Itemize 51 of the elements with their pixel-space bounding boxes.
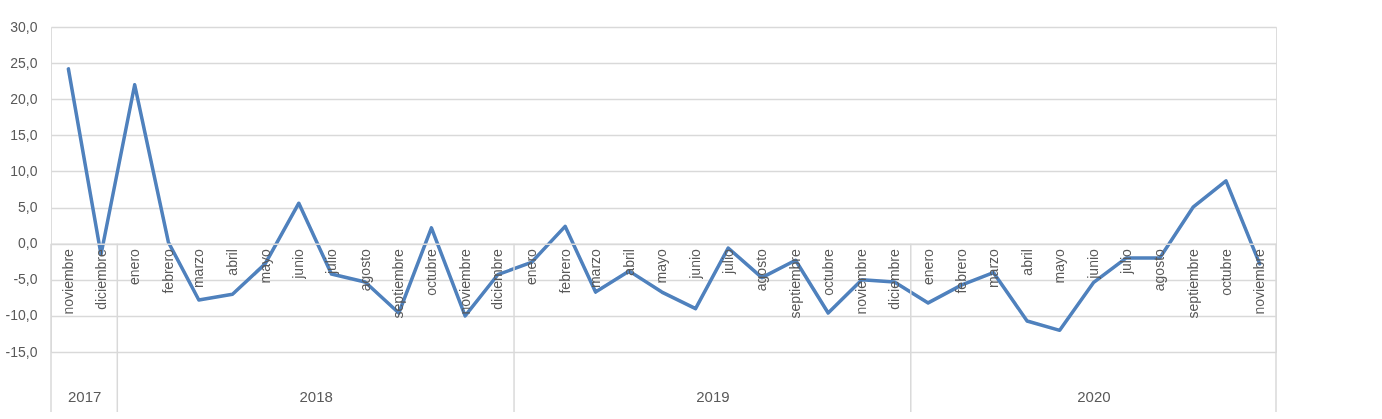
y-tick-label: -5,0 xyxy=(13,271,38,288)
y-tick-label: 25,0 xyxy=(10,54,38,71)
x-tick-label: abril xyxy=(224,249,241,276)
x-tick-label: noviembre xyxy=(456,248,473,315)
x-tick-label: marzo xyxy=(984,248,1001,289)
y-tick-label: 0,0 xyxy=(18,235,38,252)
x-tick-label: marzo xyxy=(587,248,604,289)
y-tick-label: -10,0 xyxy=(5,307,38,324)
x-tick-label: diciembre xyxy=(489,248,506,310)
y-tick-label: 5,0 xyxy=(18,199,38,216)
x-tick-label: abril xyxy=(620,249,637,276)
x-tick-label: noviembre xyxy=(853,248,870,315)
x-tick-label: julio xyxy=(1117,248,1134,276)
text: 2020 xyxy=(1077,388,1111,405)
x-tick-label: junio xyxy=(1084,248,1101,280)
x-tick-label: enero xyxy=(522,248,539,285)
x-tick-label: septiembre xyxy=(787,248,804,319)
y-tick-label: -15,0 xyxy=(5,343,38,360)
y-tick-label: 10,0 xyxy=(10,162,38,179)
text: 2019 xyxy=(696,388,730,405)
y-tick-label: 20,0 xyxy=(10,90,38,107)
x-tick-label: diciembre xyxy=(92,248,109,310)
x-tick-label: octubre xyxy=(1217,248,1234,296)
text: 2017 xyxy=(68,388,102,405)
text: 2018 xyxy=(299,388,333,405)
y-tick-label: 15,0 xyxy=(10,126,38,143)
x-tick-label: abril xyxy=(1018,249,1035,276)
x-tick-label: enero xyxy=(919,248,936,285)
x-tick-label: noviembre xyxy=(59,248,76,315)
x-tick-label: febrero xyxy=(953,248,970,294)
x-tick-label: enero xyxy=(126,248,143,285)
x-tick-label: julio xyxy=(322,248,339,276)
x-tick-label: octubre xyxy=(422,248,439,296)
x-tick-label: octubre xyxy=(819,248,836,296)
x-tick-label: mayo xyxy=(256,248,273,284)
x-tick-label: mayo xyxy=(653,248,670,284)
x-tick-label: septiembre xyxy=(1184,248,1201,319)
x-tick-label: junio xyxy=(687,248,704,280)
x-tick-label: agosto xyxy=(356,248,373,292)
x-tick-label: julio xyxy=(719,248,736,276)
x-tick-label: mayo xyxy=(1051,248,1068,284)
x-tick-label: septiembre xyxy=(390,248,407,319)
x-tick-label: diciembre xyxy=(885,248,902,310)
x-tick-label: agosto xyxy=(1151,248,1168,292)
x-tick-label: noviembre xyxy=(1251,248,1268,315)
y-tick-label: 30,0 xyxy=(10,18,38,35)
x-tick-label: junio xyxy=(290,248,307,280)
x-tick-label: marzo xyxy=(190,248,207,289)
x-tick-label: agosto xyxy=(753,248,770,292)
x-tick-label: febrero xyxy=(159,248,176,294)
x-tick-label: febrero xyxy=(556,248,573,294)
